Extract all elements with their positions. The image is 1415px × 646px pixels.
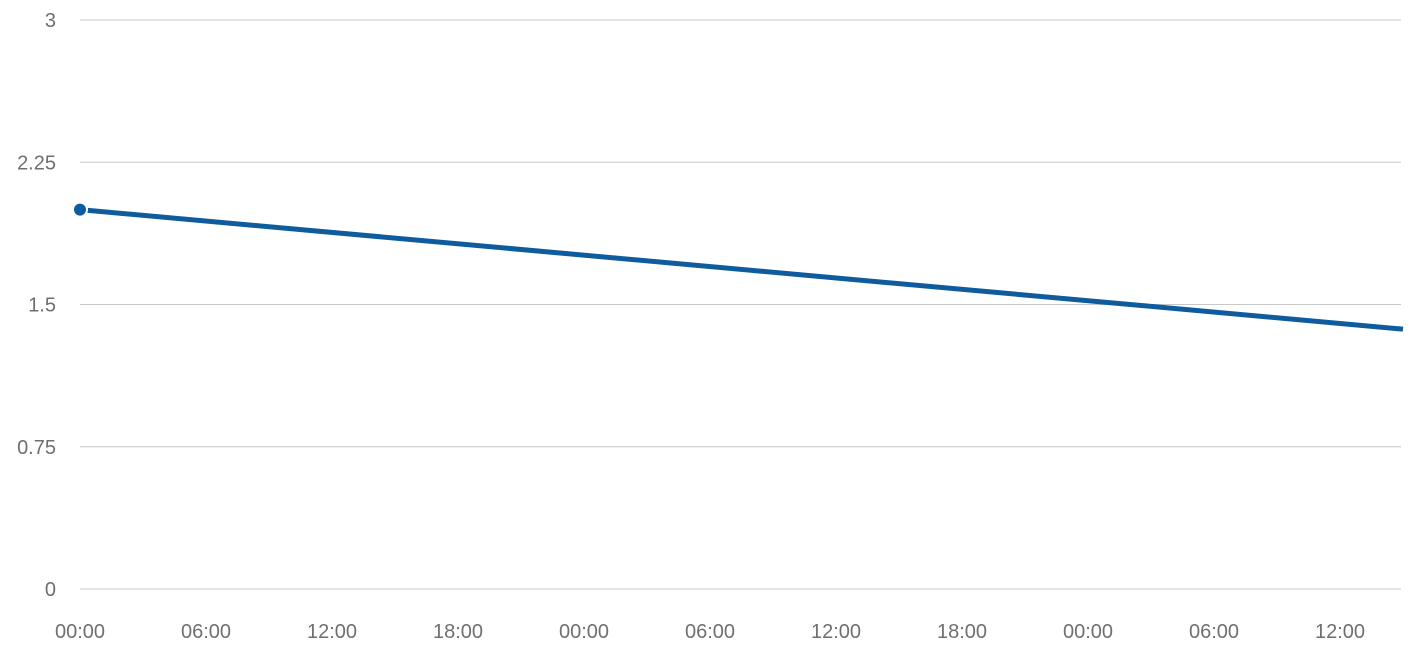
y-tick-label: 2.25 — [17, 152, 56, 174]
x-tick-label: 12:00 — [1315, 621, 1365, 643]
series-layer — [72, 201, 1404, 332]
y-axis-tick-labels: 0 0.75 1.5 2.25 3 — [17, 10, 56, 601]
x-tick-label: 18:00 — [937, 621, 987, 643]
x-tick-label: 12:00 — [307, 621, 357, 643]
y-tick-label: 0 — [45, 579, 56, 601]
x-axis-tick-labels: 00:00 06:00 12:00 18:00 00:00 06:00 12:00 18:00… — [55, 621, 1365, 643]
y-gridlines — [80, 19, 1401, 590]
series-line — [79, 207, 1404, 332]
x-tick-label: 06:00 — [1189, 621, 1239, 643]
x-tick-label: 00:00 — [1063, 621, 1113, 643]
x-tick-label: 00:00 — [55, 621, 105, 643]
x-tick-label: 12:00 — [811, 621, 861, 643]
x-tick-label: 00:00 — [559, 621, 609, 643]
x-tick-label: 06:00 — [181, 621, 231, 643]
y-tick-label: 1.5 — [28, 295, 56, 317]
x-tick-label: 06:00 — [685, 621, 735, 643]
y-tick-label: 3 — [45, 10, 56, 32]
x-tick-label: 18:00 — [433, 621, 483, 643]
y-tick-label: 0.75 — [17, 437, 56, 459]
data-point-marker[interactable] — [72, 201, 88, 218]
